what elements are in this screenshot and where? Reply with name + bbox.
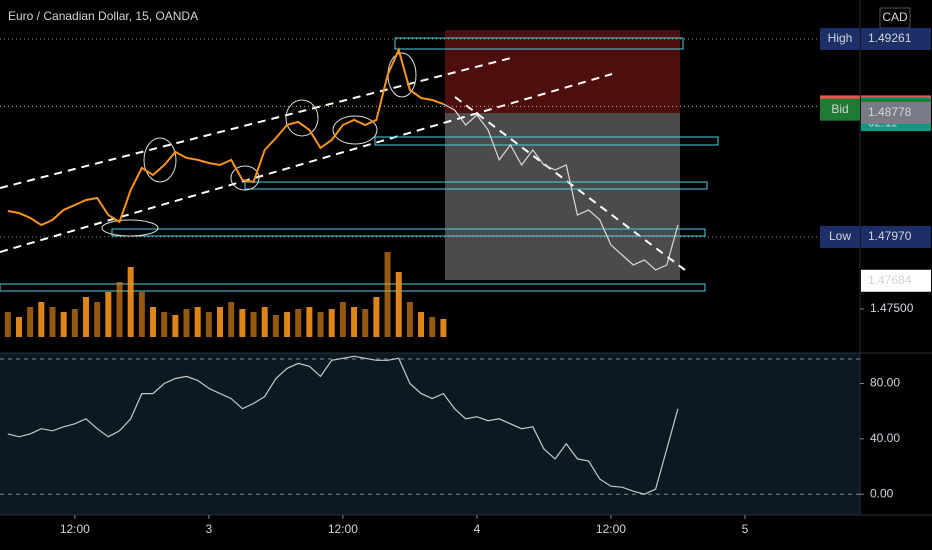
volume-bar xyxy=(317,312,324,337)
price-line xyxy=(7,355,679,495)
volume-bar xyxy=(418,312,425,337)
drawings xyxy=(0,30,860,360)
price-name-box xyxy=(820,98,860,121)
volume-bar xyxy=(4,312,11,337)
level-box xyxy=(394,37,684,50)
volume-bar xyxy=(228,302,235,337)
y-tick-label: 1.47500 xyxy=(870,301,914,315)
x-tick-label: 5 xyxy=(742,522,749,536)
volume-bar xyxy=(261,307,268,337)
target-zone xyxy=(445,113,680,280)
price-name-box xyxy=(820,225,860,248)
channel-upper xyxy=(0,56,516,189)
volume-bar xyxy=(328,309,335,337)
y-tick-label: 0.00 xyxy=(870,486,894,500)
level-box xyxy=(111,228,706,237)
price-name: High xyxy=(828,31,853,45)
volume-bar xyxy=(362,309,369,337)
price-label-box xyxy=(861,269,931,292)
volume-bar xyxy=(339,302,346,337)
volume-bar xyxy=(395,272,402,337)
volume-bar xyxy=(49,307,56,337)
volume-bar xyxy=(295,309,302,337)
volume-bar xyxy=(83,297,89,337)
highlight-oval xyxy=(101,219,159,237)
highlight-oval xyxy=(332,115,378,145)
price-line xyxy=(7,47,444,227)
price-name: Bid xyxy=(831,102,848,116)
volume-bar xyxy=(384,252,391,337)
x-tick-label: 4 xyxy=(474,522,481,536)
volume-bar xyxy=(94,302,101,337)
volume-bar xyxy=(284,312,291,337)
volume-bar xyxy=(250,312,257,337)
level-box xyxy=(0,283,706,292)
price-name: Low xyxy=(829,229,851,243)
volume-bar xyxy=(116,282,123,337)
volume-bar xyxy=(440,319,447,337)
volume-bar xyxy=(183,309,190,337)
y-tick-label: 80.00 xyxy=(870,376,900,390)
volume-bar xyxy=(239,309,246,337)
volume-bar xyxy=(172,315,179,337)
highlight-oval xyxy=(143,137,177,183)
price-label: 1.47970 xyxy=(868,229,912,243)
volume-bar xyxy=(429,317,436,337)
volume-bar xyxy=(351,307,358,337)
y-tick-label: 40.00 xyxy=(870,431,900,445)
price-label: 1.47684 xyxy=(868,273,912,287)
volume-bar xyxy=(161,312,168,337)
volume-bar xyxy=(217,307,224,337)
price-line xyxy=(443,103,679,271)
price-label-box xyxy=(861,225,931,248)
x-tick-label: 12:00 xyxy=(596,522,626,536)
x-tick-label: 3 xyxy=(206,522,213,536)
volume-bar xyxy=(71,309,78,337)
volume-bar xyxy=(127,267,134,337)
volume-bar xyxy=(406,302,413,337)
volume-bar xyxy=(205,312,212,337)
x-tick-label: 12:00 xyxy=(328,522,358,536)
volume-bar xyxy=(194,307,201,337)
volume-bar xyxy=(105,292,112,337)
price-label-box xyxy=(861,102,931,125)
currency: CAD xyxy=(882,10,908,24)
volume-bar xyxy=(138,292,145,337)
volume-bar xyxy=(373,297,380,337)
volume-bar xyxy=(150,307,157,337)
rsi-panel xyxy=(0,353,860,515)
price-label-box xyxy=(861,27,931,50)
price-label: 1.48778 xyxy=(868,105,912,119)
highlight-oval xyxy=(285,99,319,137)
volume-bar xyxy=(27,307,34,337)
volume-bar xyxy=(38,302,45,337)
price-label: 1.49261 xyxy=(868,31,912,45)
x-tick-label: 12:00 xyxy=(60,522,90,536)
volume-bar xyxy=(272,315,279,337)
level-box xyxy=(244,181,708,190)
highlight-oval xyxy=(230,165,260,191)
stop-zone xyxy=(445,30,680,113)
volume-bar xyxy=(60,312,67,337)
price-name-box xyxy=(820,27,860,50)
level-box xyxy=(374,136,719,146)
volume-bar xyxy=(15,317,22,337)
volume-bar xyxy=(306,307,313,337)
chart-title: Euro / Canadian Dollar, 15, OANDA xyxy=(8,9,198,23)
